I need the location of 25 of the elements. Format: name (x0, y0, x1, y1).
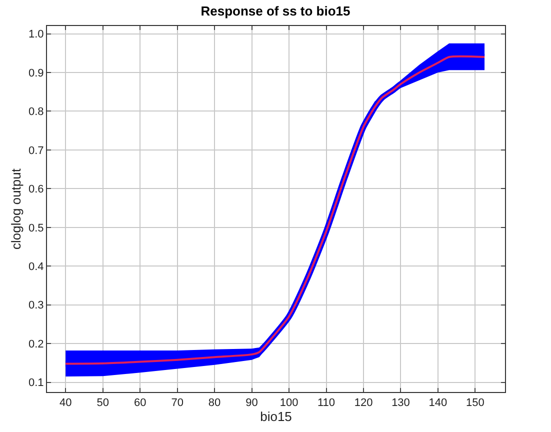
y-tick-label: 0.4 (28, 260, 44, 273)
x-tick-label: 50 (96, 397, 109, 410)
x-tick-label: 90 (246, 397, 258, 410)
y-tick-label: 0.2 (28, 338, 44, 350)
y-tick-label: 0.5 (28, 222, 44, 234)
y-tick-label: 0.6 (28, 184, 44, 196)
y-tick-label: 0.8 (28, 106, 44, 118)
x-tick-label: 80 (208, 397, 221, 410)
chart-title: Response of ss to bio15 (200, 4, 350, 19)
y-tick-label: 0.3 (28, 300, 44, 312)
y-axis-title: cloglog output (8, 168, 24, 250)
x-tick-label: 100 (280, 397, 298, 410)
x-tick-label: 130 (392, 397, 410, 410)
x-axis-title: bio15 (260, 409, 292, 424)
x-tick-label: 40 (59, 397, 72, 410)
y-tick-label: 0.1 (28, 377, 44, 390)
y-tick-label: 0.9 (28, 67, 44, 80)
x-tick-label: 60 (134, 397, 146, 410)
x-tick-label: 110 (317, 397, 336, 410)
y-tick-label: 1.0 (28, 28, 44, 41)
y-tick-label: 0.7 (28, 144, 44, 157)
x-tick-label: 70 (171, 397, 184, 410)
x-tick-label: 150 (466, 397, 484, 410)
x-tick-label: 120 (354, 397, 373, 410)
x-tick-label: 140 (428, 397, 448, 410)
